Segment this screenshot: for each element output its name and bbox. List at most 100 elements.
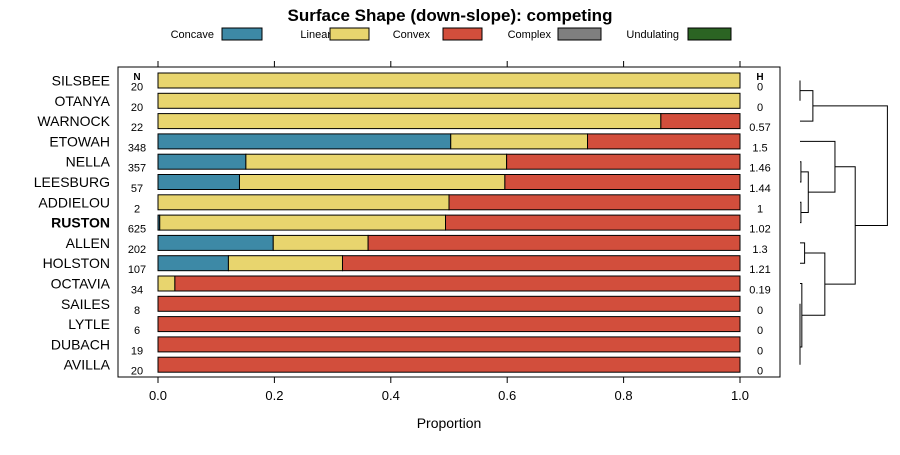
n-value-warnock: 22	[131, 122, 143, 134]
h-value-silsbee: 0	[757, 82, 763, 94]
h-value-warnock: 0.57	[749, 122, 770, 134]
dendrogram-branch-13	[812, 105, 888, 226]
row-label-silsbee: SILSBEE	[52, 73, 110, 89]
legend-swatch-concave	[221, 27, 263, 41]
h-value-leesburg: 1.44	[749, 183, 770, 195]
row-label-lytle: LYTLE	[68, 316, 110, 332]
n-value-nella: 357	[128, 163, 146, 175]
dendrogram	[799, 80, 888, 365]
bar-allen-linear	[272, 234, 369, 251]
n-value-etowah: 348	[128, 142, 146, 154]
legend-swatch-undulating	[687, 27, 732, 41]
bar-nella-linear	[245, 153, 508, 170]
row-label-sailes: SAILES	[61, 296, 110, 312]
row-label-holston: HOLSTON	[43, 255, 110, 271]
x-tick-label-3: 0.6	[498, 388, 516, 403]
bar-nella-concave	[157, 153, 247, 170]
h-value-otanya: 0	[757, 102, 763, 114]
n-value-otanya: 20	[131, 102, 143, 114]
n-value-avilla: 20	[131, 366, 143, 378]
row-label-avilla: AVILLA	[64, 357, 111, 373]
x-tick-label-4: 0.8	[615, 388, 633, 403]
bar-avilla-convex	[157, 356, 741, 373]
x-axis-label: Proportion	[417, 415, 482, 431]
plot-frame	[117, 66, 781, 378]
bar-octavia-convex	[174, 275, 741, 292]
n-value-leesburg: 57	[131, 183, 143, 195]
dendrogram-branch-11	[801, 252, 826, 316]
dendrogram-branch-6	[800, 242, 806, 264]
x-tick-label-0: 0.0	[149, 388, 167, 403]
row-label-allen: ALLEN	[66, 235, 110, 251]
legend-swatch-complex	[557, 27, 602, 41]
row-label-leesburg: LEESBURG	[34, 174, 110, 190]
x-axis: 0.0 0.2 0.4 0.6 0.8 1.0	[149, 61, 749, 403]
h-value-holston: 1.21	[749, 264, 770, 276]
bar-nella-convex	[506, 153, 741, 170]
bar-warnock-convex	[660, 113, 741, 130]
n-value-addielou: 2	[134, 203, 140, 215]
h-value-etowah: 1.5	[752, 142, 767, 154]
dendrogram-branch-9	[800, 90, 814, 122]
n-value-allen: 202	[128, 244, 146, 256]
dendrogram-branch-8	[800, 171, 809, 213]
bar-ruston-linear	[159, 214, 447, 231]
bars	[157, 72, 741, 373]
h-value-sailes: 0	[757, 305, 763, 317]
n-value-silsbee: 20	[131, 82, 143, 94]
row-label-nella: NELLA	[66, 154, 111, 170]
bar-holston-linear	[227, 255, 343, 272]
row-label-etowah: ETOWAH	[49, 133, 110, 149]
legend-label-undulating: Undulating	[626, 29, 679, 41]
row-label-addielou: ADDIELOU	[38, 194, 110, 210]
dendrogram-branch-12	[824, 166, 856, 285]
bar-addielou-convex	[448, 194, 741, 211]
bar-otanya-linear	[157, 92, 741, 109]
legend-swatch-linear	[329, 27, 370, 41]
h-column-header: H	[756, 72, 763, 83]
bar-etowah-concave	[157, 133, 452, 150]
n-column-header: N	[133, 72, 140, 83]
h-value-dubach: 0	[757, 345, 763, 357]
dendrogram-branch-4	[800, 161, 802, 183]
bar-allen-convex	[367, 234, 741, 251]
bar-leesburg-linear	[238, 174, 506, 190]
x-tick-label-1: 0.2	[265, 388, 283, 403]
bar-allen-concave	[157, 234, 274, 251]
dendrogram-branch-10	[800, 140, 836, 193]
row-label-ruston: RUSTON	[51, 215, 110, 231]
h-value-lytle: 0	[757, 325, 763, 337]
row-label-otanya: OTANYA	[55, 93, 111, 109]
bar-warnock-linear	[157, 113, 662, 130]
h-value-octavia: 0.19	[749, 285, 770, 297]
x-tick-label-2: 0.4	[382, 388, 400, 403]
row-label-dubach: DUBACH	[51, 336, 110, 352]
h-value-allen: 1.3	[752, 244, 767, 256]
h-value-ruston: 1.02	[749, 224, 770, 236]
legend-label-concave: Concave	[171, 29, 214, 41]
chart-title: Surface Shape (down-slope): competing	[288, 6, 613, 25]
legend: Concave Linear Convex Complex Undulating	[171, 27, 732, 41]
legend-label-complex: Complex	[508, 29, 552, 41]
bar-ruston-convex	[445, 214, 741, 231]
n-value-ruston: 625	[128, 224, 146, 236]
h-value-nella: 1.46	[749, 163, 770, 175]
bar-octavia-linear	[157, 275, 176, 292]
n-value-sailes: 8	[134, 305, 140, 317]
bar-etowah-linear	[450, 133, 589, 150]
bar-dubach-convex	[157, 336, 741, 353]
bar-silsbee-linear	[157, 72, 741, 89]
bar-holston-concave	[157, 255, 229, 272]
x-tick-label-5: 1.0	[731, 388, 749, 403]
bar-sailes-convex	[157, 295, 741, 312]
n-value-lytle: 6	[134, 325, 140, 337]
bar-holston-convex	[341, 255, 741, 272]
legend-label-linear: Linear	[300, 29, 331, 41]
bar-leesburg-concave	[157, 174, 240, 190]
bar-addielou-linear	[157, 194, 450, 211]
row-label-octavia: OCTAVIA	[51, 276, 111, 292]
bar-etowah-convex	[587, 133, 741, 150]
